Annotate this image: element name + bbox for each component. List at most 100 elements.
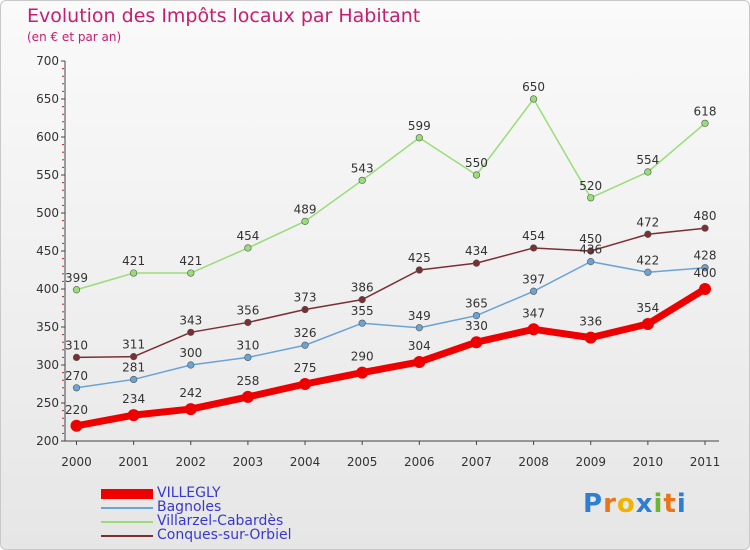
data-label: 450 [579,232,602,246]
logo-letter: i [676,489,687,519]
y-tick-label: 550 [36,168,59,182]
x-tick-label: 2010 [633,455,664,469]
legend-item: VILLEGLY [101,485,401,501]
data-label: 421 [179,254,202,268]
data-point [472,312,481,320]
data-label: 310 [236,338,259,352]
data-point [472,259,481,267]
y-tick-label: 700 [36,54,59,68]
data-label: 428 [694,249,717,263]
data-label: 330 [465,319,488,333]
proxiti-logo: Proxiti [583,489,687,519]
data-point [299,378,312,390]
data-point [644,268,652,276]
data-point [187,361,195,369]
data-point [130,269,138,277]
data-point [244,318,252,327]
logo-letter: x [635,489,654,519]
data-point [699,283,711,295]
chart-legend: VILLEGLY Bagnoles Villarzel-Cabardès Conque… [101,485,401,543]
legend-label: Conques-sur-Orbiel [157,527,292,543]
y-tick-label: 600 [36,130,59,144]
data-point [301,217,309,225]
data-point [241,390,254,403]
series-line-villegly [75,286,707,430]
data-label: 436 [579,243,602,257]
data-label: 650 [522,80,545,94]
data-point [587,258,595,266]
legend-label: Villarzel-Cabardès [157,513,284,529]
x-tick-label: 2005 [347,455,378,469]
data-point [72,384,81,392]
series-line-bagnoles [76,260,706,389]
logo-letter: o [616,489,636,519]
legend-label: Bagnoles [157,499,222,515]
data-point [358,176,366,184]
data-label: 336 [579,315,602,329]
data-point [529,244,538,252]
data-label: 343 [179,313,202,327]
y-tick-label: 400 [36,282,59,296]
legend-item: Villarzel-Cabardès [101,513,401,529]
data-label: 550 [465,156,488,170]
data-point [358,319,366,327]
data-label: 304 [408,339,431,353]
data-point [470,336,483,349]
data-point [415,134,423,142]
data-point [72,353,81,362]
chart-subtitle: (en € et par an) [27,30,122,44]
data-label: 355 [351,304,374,318]
x-tick-label: 2000 [61,455,92,469]
data-point [527,323,540,336]
x-tick-label: 2002 [175,455,206,469]
logo-letter: t [663,489,677,519]
data-label: 270 [65,369,88,383]
data-label: 434 [465,244,488,258]
data-point [415,266,423,274]
data-label: 365 [465,297,488,311]
data-point [529,287,538,295]
x-tick-label: 2004 [290,455,321,469]
data-label: 311 [122,338,145,352]
legend-swatch [101,535,153,537]
x-tick-label: 2006 [404,455,435,469]
data-label: 520 [579,179,602,193]
logo-letter: P [583,489,604,519]
data-point [644,168,652,176]
data-label: 400 [694,266,717,280]
x-tick-label: 2008 [518,455,549,469]
data-label: 421 [122,254,145,268]
legend-swatch [101,489,153,499]
data-point [184,403,197,416]
data-label: 543 [351,161,374,175]
y-tick-label: 650 [36,92,59,106]
data-label: 258 [236,374,259,388]
y-tick-label: 450 [36,244,59,258]
data-label: 386 [351,281,374,295]
data-label: 425 [408,251,431,265]
y-tick-label: 300 [36,358,59,372]
data-label: 349 [408,309,431,323]
data-label: 356 [236,303,259,317]
data-point [587,194,595,202]
y-tick-label: 350 [36,320,59,334]
data-point [641,317,654,330]
logo-letter: i [653,489,664,519]
data-label: 234 [122,392,145,406]
data-label: 554 [636,153,659,167]
data-label: 290 [351,350,374,364]
data-label: 220 [65,403,88,417]
data-point [301,305,309,314]
data-point [72,286,81,294]
data-label: 281 [122,360,145,374]
legend-swatch [101,521,153,523]
data-point [701,264,709,272]
legend-label: VILLEGLY [157,485,221,501]
y-tick-label: 200 [36,434,59,448]
data-label: 326 [294,326,317,340]
data-label: 472 [636,215,659,229]
x-tick-label: 2003 [233,455,264,469]
y-tick-label: 250 [36,396,59,410]
data-label: 347 [522,306,545,320]
data-point [130,375,138,384]
